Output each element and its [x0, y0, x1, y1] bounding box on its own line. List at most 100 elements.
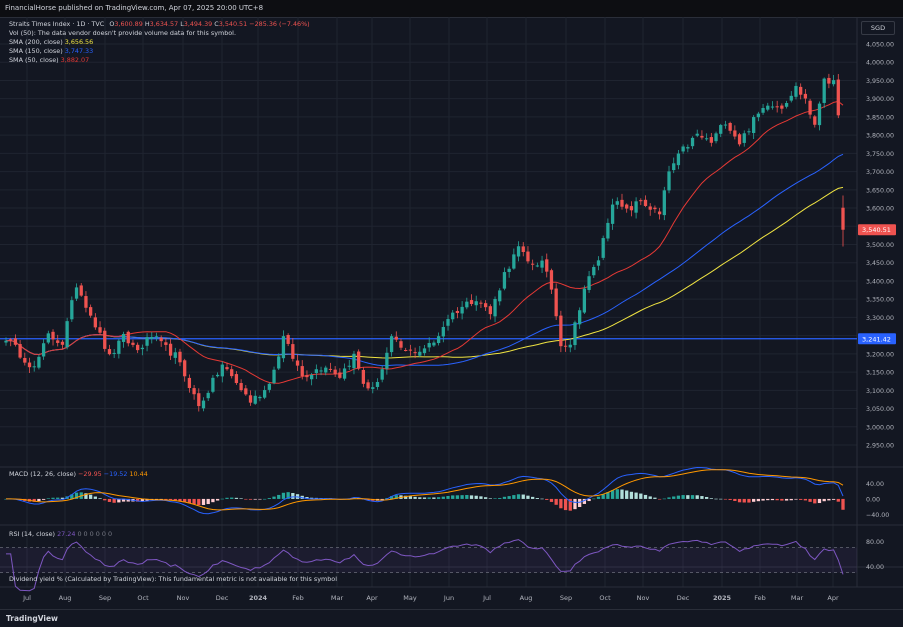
- candle: [672, 157, 676, 174]
- chart-canvas[interactable]: 4,050.00 4,000.00 3,950.00 3,900.00 3,850.00…: [0, 17, 903, 609]
- ohlc-h-label: H: [144, 20, 150, 28]
- macd-histogram-bar: [187, 498, 192, 504]
- candle: [498, 288, 502, 306]
- macd-histogram-bar: [813, 498, 817, 504]
- macd-histogram-bar: [112, 498, 116, 503]
- candle-body: [639, 200, 643, 202]
- candle: [310, 373, 314, 386]
- macd-signal-value: 10.44: [129, 470, 148, 478]
- price-tick-label: 3,650.00: [866, 187, 894, 194]
- candle: [756, 111, 761, 122]
- candle: [554, 283, 558, 320]
- candle-body: [521, 246, 525, 252]
- candle-body: [272, 369, 276, 383]
- macd-histogram-bar: [657, 498, 662, 500]
- tradingview-logo[interactable]: TradingView: [6, 614, 58, 623]
- macd-histogram-bar: [498, 497, 502, 499]
- candle: [516, 241, 521, 262]
- last-price-badge: [858, 224, 896, 236]
- price-tick-label: 3,450.00: [866, 260, 894, 267]
- macd-histogram-bar: [404, 495, 408, 499]
- macd-histogram-bar: [587, 498, 591, 502]
- price-tick-label: 3,200.00: [866, 351, 894, 358]
- candle-body: [366, 382, 370, 389]
- candle: [643, 195, 648, 208]
- candle: [4, 337, 8, 346]
- candle-body: [267, 383, 271, 390]
- candle-body: [422, 348, 427, 354]
- macd-histogram-bar: [775, 498, 779, 501]
- macd-histogram-bar: [601, 494, 605, 499]
- candle-body: [206, 392, 210, 399]
- macd-histogram-bar: [582, 498, 587, 504]
- candle: [324, 365, 328, 376]
- candle-body: [131, 342, 135, 345]
- candle-body: [535, 265, 539, 267]
- macd-histogram-bar: [103, 498, 107, 501]
- candle: [103, 327, 107, 352]
- candle: [747, 128, 751, 135]
- macd-histogram-bar: [408, 496, 413, 499]
- candle: [136, 342, 140, 354]
- macd-histogram-bar: [436, 497, 441, 499]
- candle-body: [305, 375, 309, 378]
- ohlc-open: 3,600.89: [114, 20, 143, 28]
- currency-button[interactable]: SGD: [861, 21, 895, 35]
- macd-histogram-bar: [526, 495, 530, 499]
- macd-histogram-bar: [625, 490, 629, 499]
- macd-histogram-bar: [606, 492, 610, 499]
- candle: [629, 201, 634, 217]
- macd-histogram-bar: [639, 493, 643, 499]
- rsi-band: [0, 547, 857, 573]
- time-tick-label: Mar: [331, 594, 344, 602]
- price-tick-label: 3,100.00: [866, 388, 894, 395]
- candle: [446, 314, 450, 331]
- candle-body: [88, 307, 93, 316]
- macd-histogram-bar: [394, 495, 398, 499]
- sma50-line: [5, 100, 844, 384]
- candle: [230, 365, 234, 379]
- macd-histogram-bar: [427, 497, 431, 499]
- candle-body: [606, 222, 610, 239]
- candle: [709, 132, 713, 147]
- candle-body: [173, 352, 177, 358]
- price-tick-label: 4,050.00: [866, 42, 894, 49]
- candle-body: [831, 80, 836, 85]
- macd-histogram-bar: [554, 498, 558, 505]
- candle: [648, 203, 652, 216]
- candle: [248, 390, 253, 406]
- candle-body: [291, 344, 295, 359]
- symbol-title[interactable]: Straits Times Index · 1D · TVC: [9, 20, 105, 28]
- candle: [164, 338, 168, 351]
- candle-body: [338, 372, 342, 378]
- time-tick-label: Nov: [637, 594, 650, 602]
- price-tick-label: 3,950.00: [866, 78, 894, 85]
- candle: [281, 330, 286, 363]
- candle-body: [686, 147, 690, 149]
- candle-body: [140, 347, 145, 350]
- main-legend: Straits Times Index · 1D · TVC O3,600.89…: [9, 20, 310, 65]
- macd-histogram-bar: [709, 498, 713, 499]
- candle-body: [822, 78, 826, 103]
- candle-body: [117, 340, 121, 354]
- candle-body: [516, 246, 521, 257]
- candle-body: [479, 302, 483, 304]
- candle-body: [568, 344, 572, 348]
- macd-histogram-bar: [455, 495, 460, 499]
- candle-body: [756, 113, 761, 118]
- candle-body: [18, 344, 22, 358]
- candle: [535, 262, 539, 268]
- candle-body: [672, 163, 676, 171]
- candle: [32, 360, 36, 372]
- candle: [540, 255, 544, 274]
- candle-body: [662, 190, 666, 216]
- macd-histogram-bar: [831, 498, 836, 500]
- macd-histogram-bar: [803, 498, 808, 501]
- candle: [267, 382, 271, 393]
- candle: [634, 197, 638, 219]
- candle-body: [159, 337, 163, 342]
- macd-histogram-bar: [733, 498, 737, 501]
- candle: [41, 338, 46, 360]
- macd-histogram-bar: [84, 493, 88, 499]
- price-tick-label: 2,950.00: [866, 443, 894, 450]
